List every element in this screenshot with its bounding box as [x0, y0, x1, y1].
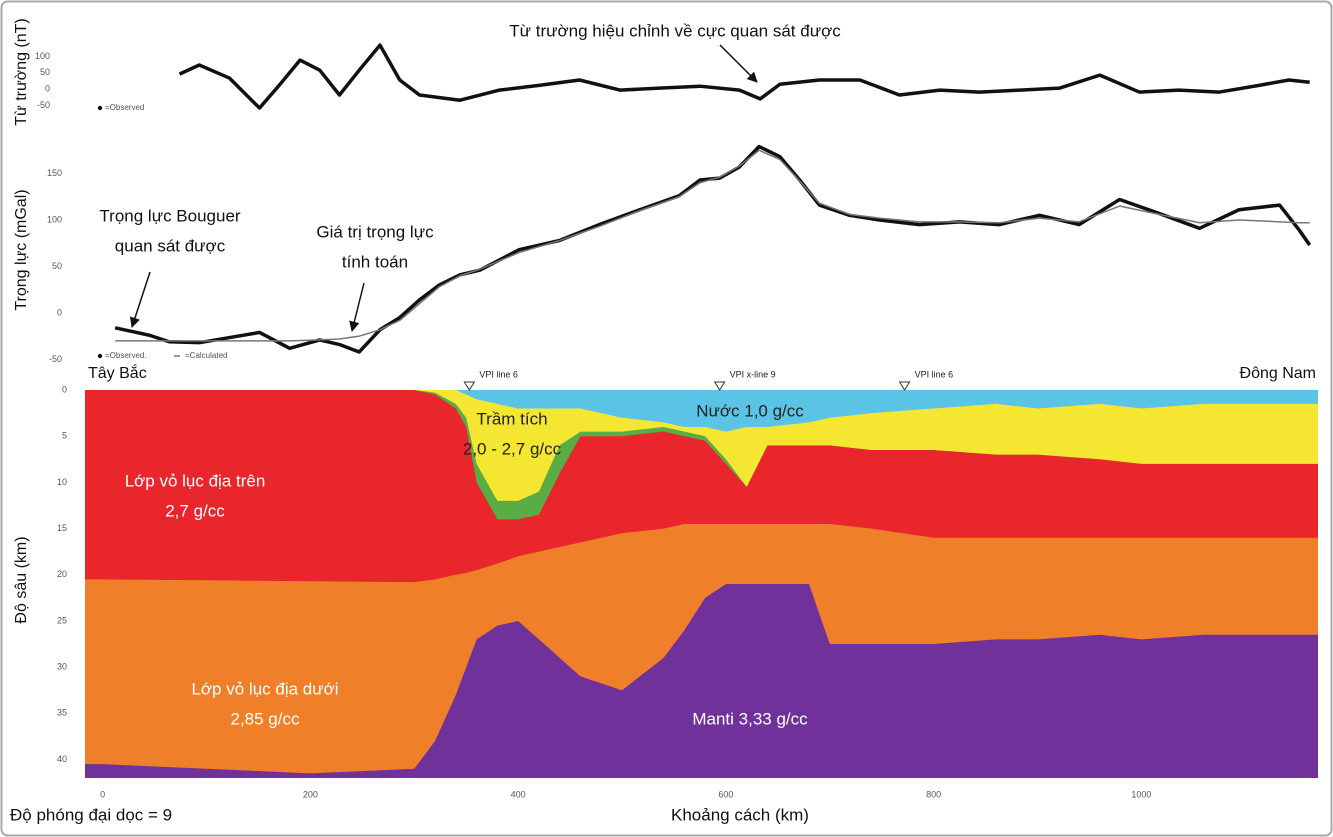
legend-label: =Calculated — [185, 351, 227, 360]
legend-marker — [97, 353, 103, 359]
layer-label: Manti 3,33 g/cc — [692, 709, 808, 728]
layer-label: 2,7 g/cc — [165, 501, 225, 520]
note: Độ phóng đại dọc = 9 — [10, 805, 172, 824]
y-tick-label: 150 — [47, 168, 62, 178]
y-tick-label: -50 — [37, 100, 50, 110]
layer-label: Lớp vỏ lục địa trên — [125, 471, 266, 490]
x-tick-label: 800 — [926, 789, 941, 799]
x-tick-label: 1000 — [1131, 789, 1151, 799]
y-tick-label: 10 — [57, 477, 67, 487]
y-axis-label: Độ sâu (km) — [13, 536, 30, 623]
y-tick-label: 0 — [62, 384, 67, 394]
annotation-arrow — [129, 271, 151, 328]
y-tick-label: 35 — [57, 708, 67, 718]
y-tick-label: 100 — [35, 51, 50, 61]
x-tick-label: 600 — [718, 789, 733, 799]
legend-label: =Observed — [105, 103, 144, 112]
layer-label: Nước 1,0 g/cc — [696, 401, 804, 420]
y-tick-label: 50 — [52, 261, 62, 271]
y-tick-label: 5 — [62, 431, 67, 441]
vpi-marker — [898, 381, 911, 391]
y-tick-label: -50 — [49, 354, 62, 364]
x-axis-label: Khoảng cách (km) — [671, 805, 809, 824]
legend-label: =Observed. — [105, 351, 147, 360]
corner-label: Đông Nam — [1240, 365, 1316, 382]
layer-label: Trầm tích — [476, 409, 547, 428]
data-line — [115, 149, 1310, 342]
annotation: tính toán — [342, 252, 408, 271]
annotation: Trọng lực Bouguer — [99, 206, 240, 225]
data-line — [178, 43, 1310, 110]
y-tick-label: 50 — [40, 67, 50, 77]
x-tick-label: 400 — [511, 789, 526, 799]
vpi-marker — [713, 381, 726, 391]
vpi-label: VPI x-line 9 — [730, 369, 776, 379]
x-tick-label: 0 — [100, 789, 105, 799]
x-tick-label: 200 — [303, 789, 318, 799]
annotation-arrow — [719, 44, 758, 83]
y-tick-label: 25 — [57, 615, 67, 625]
y-tick-label: 0 — [57, 307, 62, 317]
annotation: Từ trường hiệu chỉnh về cực quan sát đượ… — [509, 21, 841, 40]
y-tick-label: 30 — [57, 662, 67, 672]
layer-label: 2,0 - 2,7 g/cc — [463, 439, 562, 458]
annotation: Giá trị trọng lực — [316, 222, 434, 241]
layer-area — [85, 390, 1318, 501]
legend-marker — [97, 105, 103, 111]
layer-area — [85, 390, 1318, 432]
y-tick-label: 0 — [45, 84, 50, 94]
layer-label: 2,85 g/cc — [231, 709, 300, 728]
annotation: quan sát được — [115, 236, 226, 255]
y-tick-label: 20 — [57, 569, 67, 579]
layer-label: Lớp vỏ lục địa dưới — [191, 679, 338, 698]
vpi-marker — [463, 381, 476, 391]
corner-label: Tây Bắc — [88, 363, 147, 382]
y-tick-label: 40 — [57, 754, 67, 764]
y-axis-label: Từ trường (nT) — [13, 18, 30, 125]
annotation-arrow — [349, 282, 365, 333]
vpi-label: VPI line 6 — [915, 369, 954, 379]
vpi-label: VPI line 6 — [479, 369, 518, 379]
y-tick-label: 15 — [57, 523, 67, 533]
y-tick-label: 100 — [47, 214, 62, 224]
y-axis-label: Trọng lực (mGal) — [13, 189, 30, 310]
